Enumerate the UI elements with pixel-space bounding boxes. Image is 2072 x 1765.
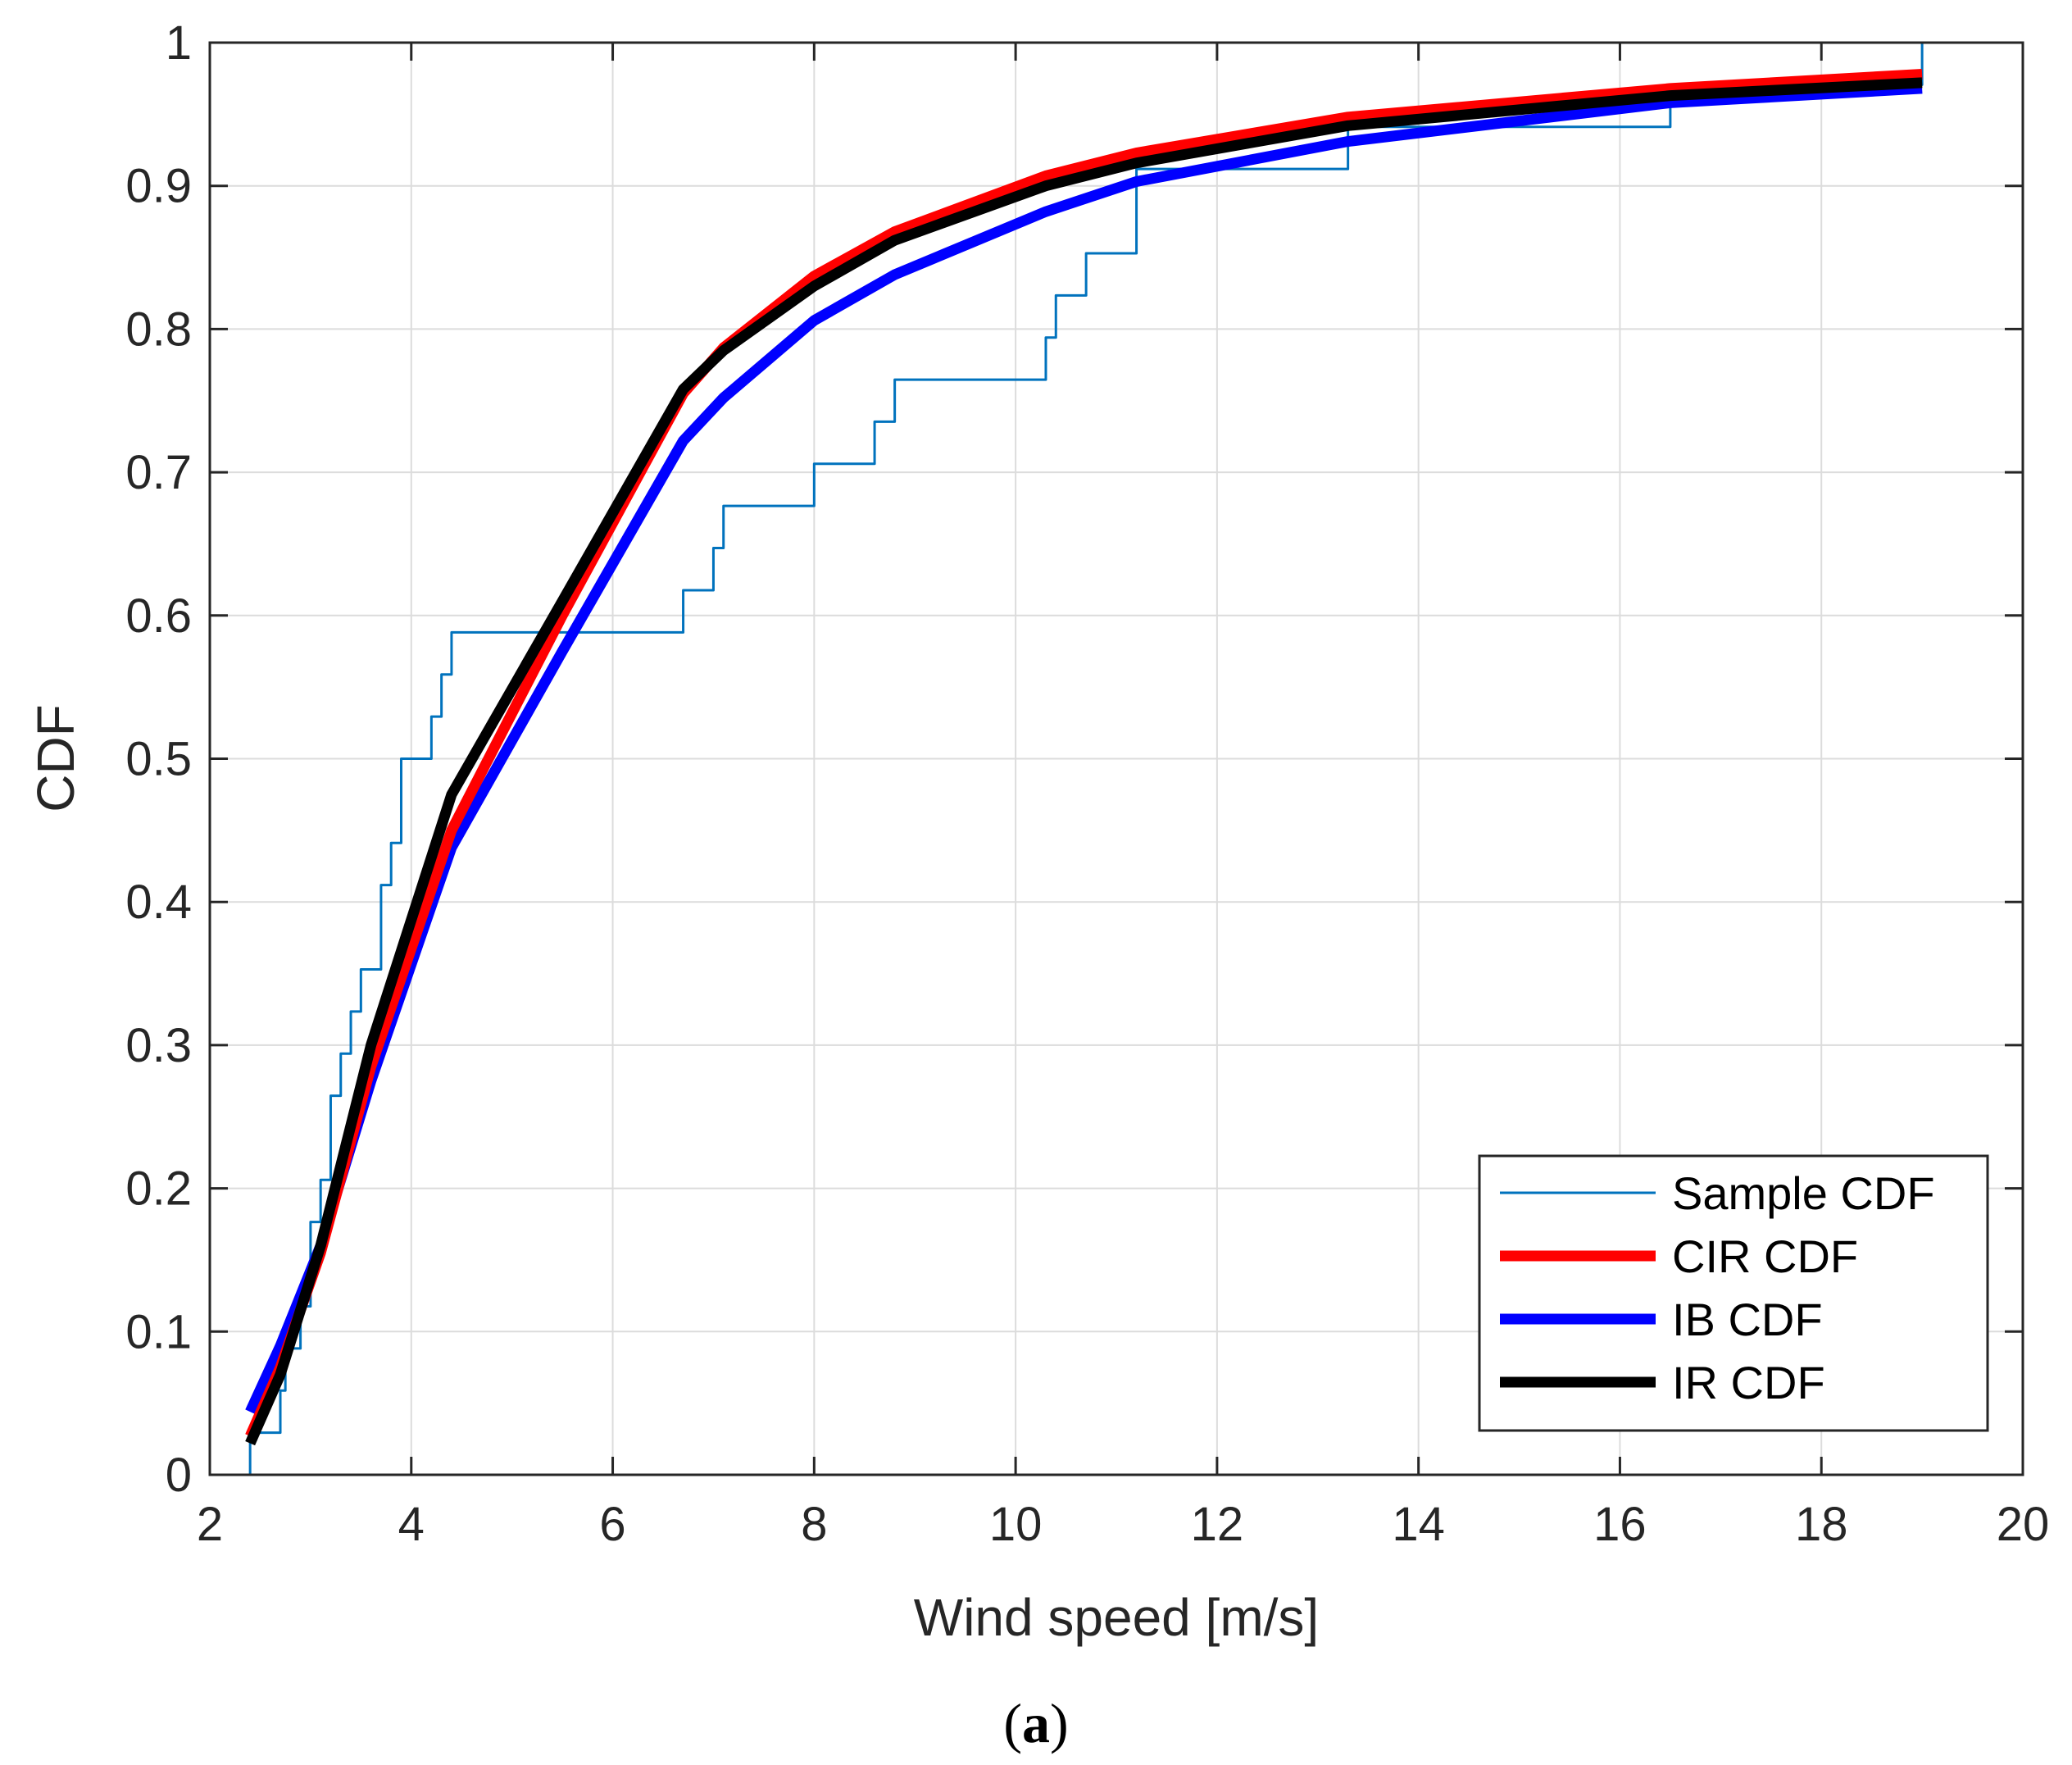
- y-tick-label: 0.3: [125, 1019, 192, 1072]
- ir-cdf-series-line: [245, 77, 1923, 1446]
- ticks: [208, 41, 2024, 1476]
- caption-open-paren: (: [1003, 1692, 1022, 1754]
- y-tick-label: 0: [166, 1449, 192, 1502]
- y-tick-label: 0.4: [125, 876, 192, 929]
- x-tick-label: 8: [801, 1498, 827, 1551]
- y-tick-label: 0.8: [125, 303, 192, 356]
- y-tick-label: 0.7: [125, 446, 192, 499]
- cir-cdf-legend-label: CIR CDF: [1672, 1230, 1858, 1282]
- legend: Sample CDF CIR CDF IB CDF IR CDF: [1478, 1154, 1989, 1432]
- x-tick-labels: 2 4 6 8 10 12 14 16 18 20: [197, 1498, 2049, 1551]
- sample-cdf-series-line: [248, 43, 1924, 1475]
- caption-letter: a: [1022, 1692, 1050, 1754]
- caption-close-paren: ): [1050, 1692, 1069, 1754]
- x-tick-label: 16: [1593, 1498, 1647, 1551]
- y-tick-label: 0.9: [125, 160, 192, 213]
- x-tick-label: 12: [1191, 1498, 1244, 1551]
- y-tick-label: 1: [166, 16, 192, 70]
- x-tick-label: 2: [197, 1498, 223, 1551]
- x-tick-label: 4: [398, 1498, 425, 1551]
- sample-cdf-legend-label: Sample CDF: [1672, 1167, 1935, 1219]
- x-tick-label: 10: [989, 1498, 1043, 1551]
- x-tick-label: 6: [599, 1498, 625, 1551]
- figure-caption: (a): [1003, 1692, 1068, 1754]
- y-tick-label: 0.6: [125, 589, 192, 643]
- ib-cdf-legend-label: IB CDF: [1672, 1294, 1823, 1345]
- x-axis-label: Wind speed [m/s]: [914, 1588, 1319, 1647]
- y-tick-labels: 0 0.1 0.2 0.3 0.4 0.5 0.6 0.7 0.8 0.9 1: [125, 16, 192, 1502]
- x-tick-label: 20: [1997, 1498, 2050, 1551]
- y-tick-label: 0.1: [125, 1305, 192, 1358]
- ir-cdf-legend-label: IR CDF: [1672, 1357, 1825, 1408]
- y-axis-label: CDF: [26, 704, 85, 812]
- x-tick-label: 14: [1392, 1498, 1445, 1551]
- x-tick-label: 18: [1795, 1498, 1848, 1551]
- series-group: [245, 43, 1924, 1475]
- y-tick-label: 0.2: [125, 1162, 192, 1216]
- y-tick-label: 0.5: [125, 733, 192, 786]
